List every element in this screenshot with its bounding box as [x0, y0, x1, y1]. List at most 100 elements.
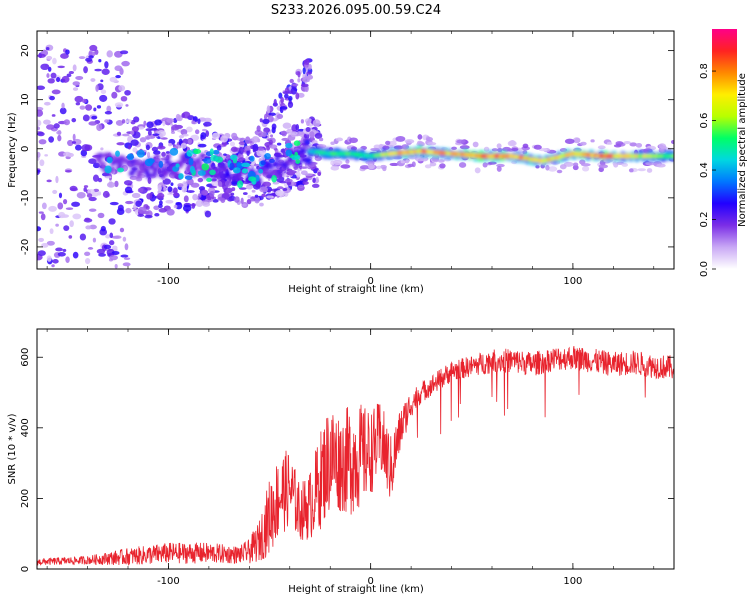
spectrogram-blob — [231, 187, 236, 192]
spectrogram-blob — [188, 157, 194, 166]
spectrogram-blob — [491, 148, 499, 152]
spectrogram-blob — [459, 145, 470, 150]
spectrogram-blob — [245, 155, 249, 162]
spectrogram-blob — [83, 187, 87, 192]
spectrogram-blob — [90, 78, 96, 82]
spectrogram-blob — [182, 204, 192, 212]
spectrogram-blob — [260, 131, 267, 137]
spectrogram-ridge-cell — [162, 170, 169, 177]
spectrogram-blob — [144, 158, 154, 167]
snr-panel: -100 0 100 0 200 400 600 Height of straight l… — [7, 328, 675, 595]
spectrogram-blob — [162, 120, 166, 127]
spectrogram-blob — [225, 187, 233, 194]
spectrogram-blob — [71, 201, 81, 207]
spectrogram-blob — [56, 77, 61, 83]
spectrogram-blob — [359, 165, 370, 170]
spectrogram-blob — [67, 152, 74, 158]
spectrogram-ridge-cell — [196, 159, 203, 166]
spectrogram-blob — [104, 111, 113, 115]
spectrogram-blob — [63, 278, 67, 282]
spectrogram-blob — [572, 137, 581, 144]
spectrogram-blob — [143, 120, 147, 126]
spectrogram-blob — [197, 177, 204, 183]
spectrogram-blob — [131, 192, 141, 199]
spectrogram-blob — [72, 270, 80, 277]
spectrogram-blob — [305, 127, 311, 133]
spectrogram-blob — [38, 237, 45, 242]
spectrogram-blob — [181, 185, 188, 193]
spectrogram-blob — [39, 159, 45, 167]
snr-y-tick-label: 0 — [20, 566, 31, 572]
spectrogram-blob — [72, 213, 82, 220]
spectrogram-blob — [312, 119, 321, 127]
spectrogram-blob — [220, 135, 228, 143]
snr-x-ticks: -100 0 100 — [46, 329, 655, 587]
spectrogram-ridge-cell — [100, 161, 107, 168]
spectrogram-blob — [60, 53, 69, 59]
spectrogram-blob — [190, 182, 200, 188]
spectrogram-blob — [99, 270, 103, 273]
spectrogram-blob — [74, 144, 82, 151]
spectrogram-blob — [162, 178, 171, 185]
spectrogram-blob — [282, 90, 290, 95]
spectrogram-blob — [88, 55, 94, 59]
spectrogram-blob — [108, 272, 115, 278]
spectrogram-blob — [38, 139, 47, 145]
spectrogram-blob — [247, 194, 252, 199]
spectrogram-blob — [205, 130, 210, 137]
colorbar-tick-label: 0.2 — [699, 212, 710, 228]
spectrogram-blob — [94, 49, 99, 55]
spectrogram-blob — [79, 233, 87, 241]
spectrogram-ridge-cell — [273, 161, 280, 168]
snr-y-axis-label: SNR (10 * v/v) — [7, 413, 18, 484]
spectrogram-blob — [92, 162, 100, 169]
spectrogram-blob — [57, 65, 65, 69]
snr-x-axis-label: Height of straight line (km) — [288, 584, 424, 595]
spectrogram-blob — [296, 171, 301, 178]
spectrogram-blob — [62, 198, 68, 205]
spectrogram-blob — [191, 202, 196, 209]
spectrogram-blob — [306, 71, 312, 75]
spectrogram-blob — [645, 161, 655, 166]
spectrogram-blob — [100, 147, 104, 151]
spectrogram-blob — [78, 56, 86, 60]
spectrogram-blob — [146, 121, 154, 129]
colorbar-tick-label: 0.0 — [699, 261, 710, 277]
spectrogram-blob — [597, 145, 606, 150]
spectrogram-blob — [271, 123, 277, 130]
spectrogram-blob — [278, 180, 287, 184]
spectrogram-blob — [545, 164, 550, 171]
spectrogram-blob — [417, 134, 423, 140]
spectrogram-blob — [220, 197, 226, 203]
spectrogram-blob — [106, 105, 112, 113]
spectrogram-ridge-cell — [151, 171, 158, 178]
spectrogram-blob — [277, 186, 284, 190]
colorbar-tick-label: 0.8 — [699, 63, 710, 79]
spectrogram-blob — [75, 75, 84, 81]
spectrogram-blob — [104, 175, 112, 179]
spectrogram-blob — [302, 181, 309, 185]
spectrogram-ridge-cell — [222, 165, 229, 172]
spectrogram-blob — [79, 105, 86, 110]
spectrogram-blob — [51, 277, 58, 280]
spectrogram-y-tick-label: 10 — [20, 93, 31, 106]
spectrogram-blob — [58, 211, 66, 219]
spectrogram-blob — [612, 161, 617, 166]
spectrogram-blob — [522, 143, 529, 149]
spectrogram-blob — [197, 143, 207, 148]
spectrogram-blob — [116, 142, 125, 146]
spectrogram-blob — [117, 204, 124, 212]
spectrogram-ridge-cell — [219, 173, 226, 180]
spectrogram-blob — [255, 174, 260, 182]
spectrogram-blob — [113, 235, 122, 239]
spectrogram-ridge-cell — [117, 162, 124, 169]
spectrogram-blob — [94, 68, 102, 72]
spectrogram-blob — [49, 228, 54, 235]
spectrogram-blob — [175, 113, 181, 122]
spectrogram-blob — [158, 160, 164, 168]
spectrogram-blob — [65, 256, 70, 263]
spectrogram-blob — [287, 101, 294, 108]
spectrogram-blob — [61, 102, 65, 109]
spectrogram-blob — [248, 176, 257, 182]
